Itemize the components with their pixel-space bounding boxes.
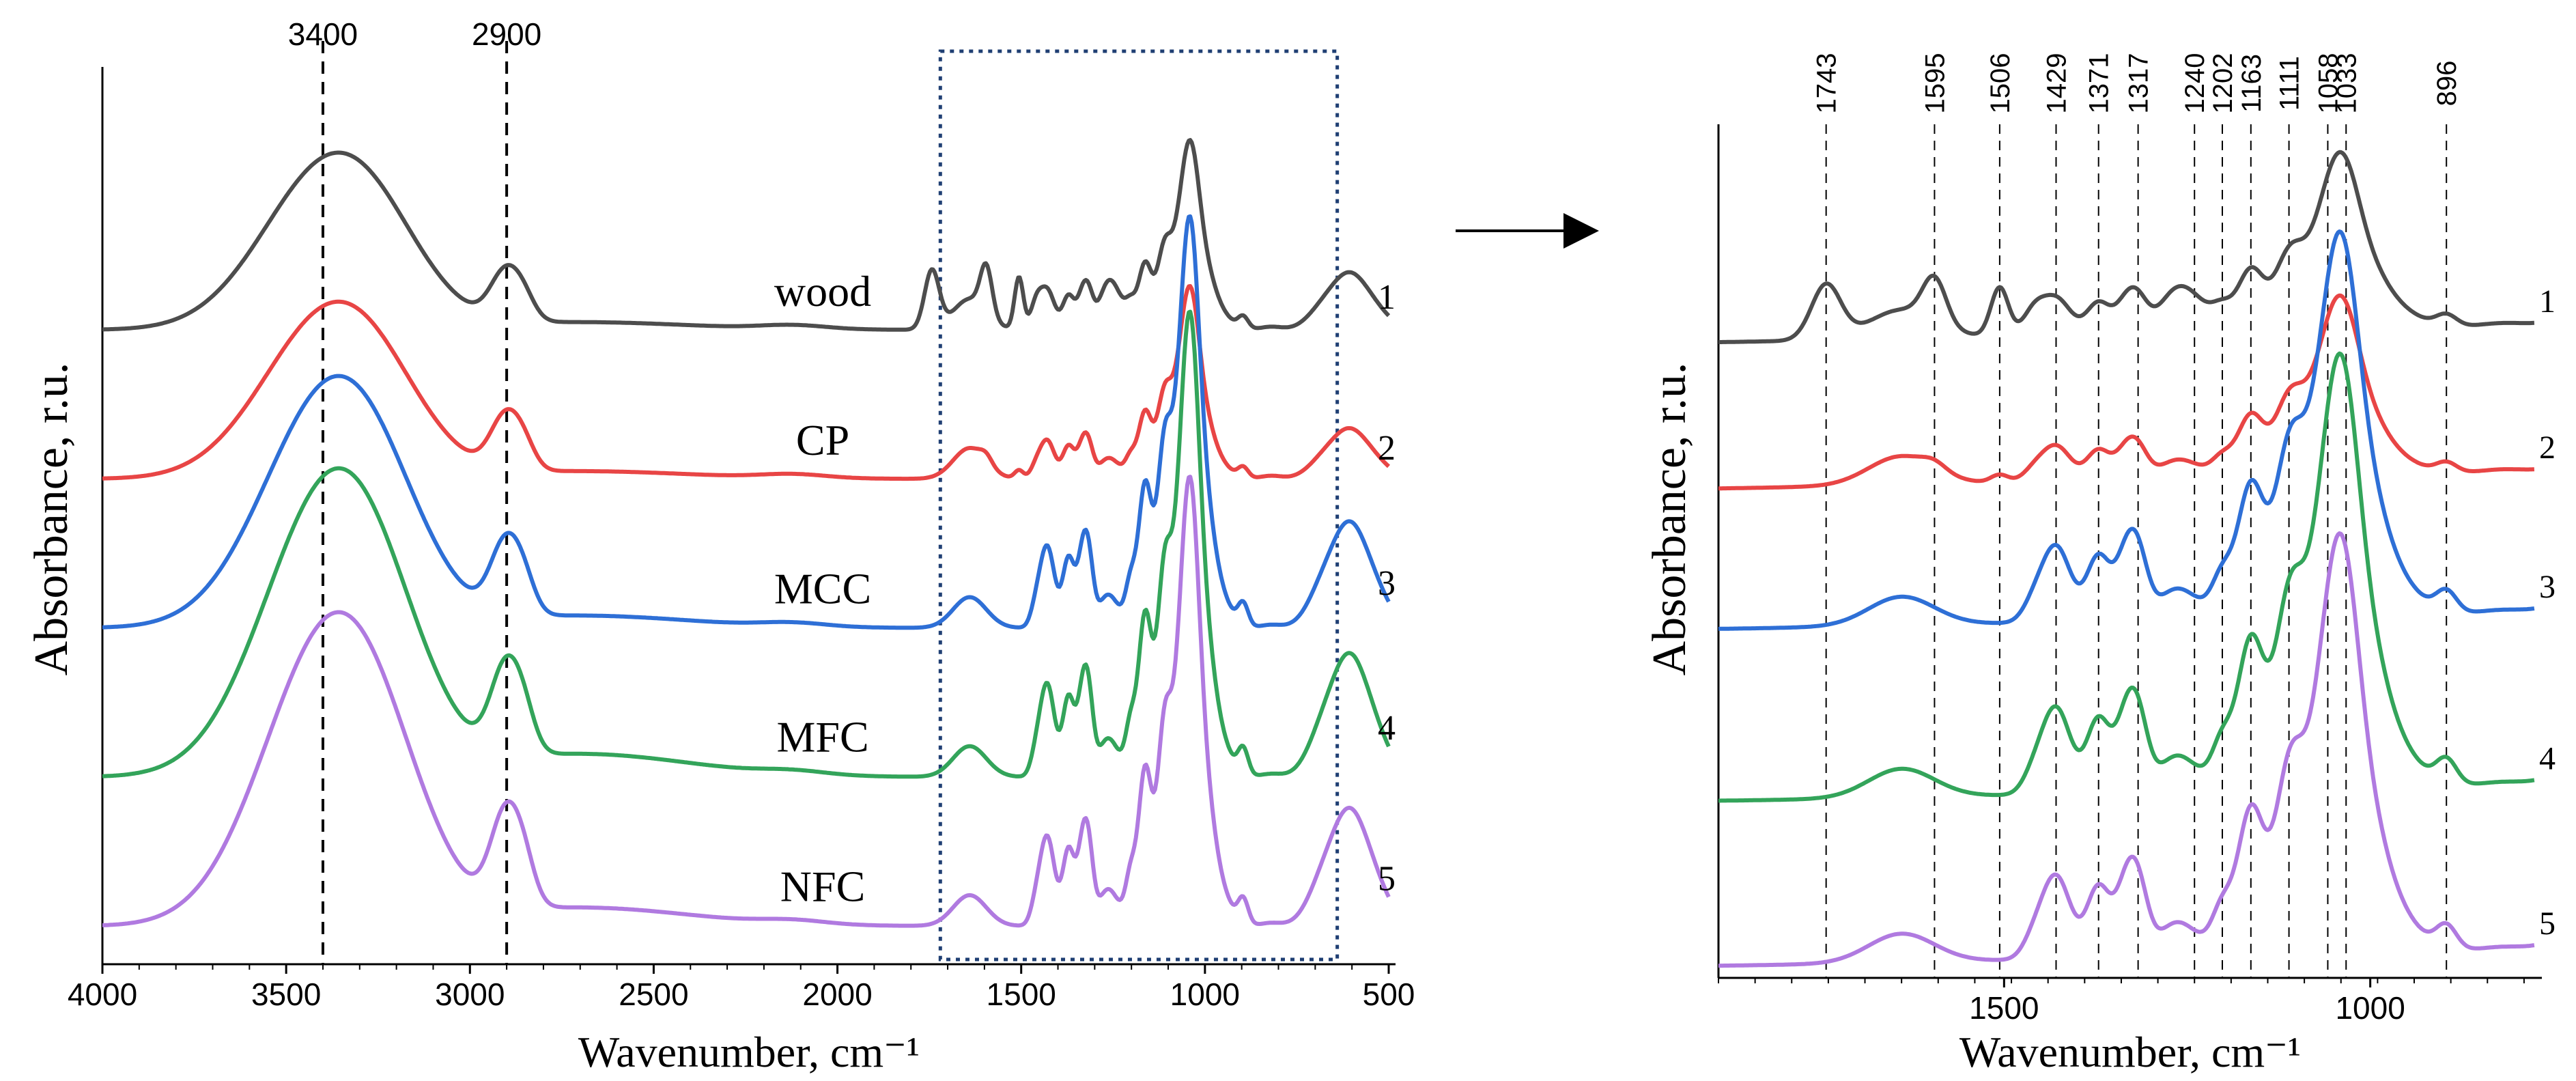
right-y-axis-title: Absorbance, r.u. [1643,363,1696,676]
peak-label: 1033 [2332,53,2362,114]
series-number-label: 2 [1378,429,1396,468]
zoom-arrow [1456,213,1599,249]
series-number-label: 2 [2539,430,2556,466]
spectrum-line-5 [1718,531,2535,968]
spectrum-line-2 [102,284,1391,481]
zoom-region-box [938,49,1340,961]
peak-label: 1743 [1812,53,1842,114]
series-number-label: 3 [1378,564,1396,603]
series-name-label: NFC [780,862,866,910]
x-tick-label: 1500 [1969,990,2039,1026]
spectrum-line-3 [102,214,1391,630]
spectrum-line-1 [102,138,1391,332]
spectrum-line-4 [1718,351,2535,803]
left-y-axis-title: Absorbance, r.u. [25,363,78,676]
peak-label: 1506 [1985,53,2015,114]
x-tick-label: 4000 [68,977,137,1012]
spectrum-line-3 [1718,229,2535,631]
series-number-label: 1 [1378,278,1396,317]
peak-label: 1240 [2180,53,2210,114]
series-number-label: 3 [2539,569,2556,605]
peak-label: 1202 [2208,53,2238,114]
x-tick-label: 1000 [1170,977,1240,1012]
peak-label: 1163 [2237,54,2267,113]
spectrum-line-5 [102,475,1391,928]
full-spectrum-panel: 4000 3500 3000 2500 2000 1500 1000 500 3400 2900… [25,16,1415,1076]
x-tick-label: 500 [1363,977,1415,1012]
arrow-head-icon [1563,213,1599,249]
x-tick-label: 3500 [251,977,321,1012]
peak-label: 1317 [2124,53,2154,114]
peak-label: 1429 [2041,53,2071,114]
series-number-label: 4 [1378,709,1396,748]
peak-label: 1595 [1920,53,1950,114]
peak-label: 896 [2432,61,2462,107]
series-name-label: MCC [774,565,871,613]
right-x-axis-title: Wavenumber, cm⁻¹ [1959,1028,2301,1076]
peak-label: 1111 [2275,56,2305,111]
fingerprint-zoom-panel: 1500 1000 1743 1595 1506 1429 1371 1317 1240120… [1643,53,2556,1076]
peak-label: 1058 [2313,53,2343,114]
spectrum-line-1 [1718,150,2535,344]
x-tick-label: 2500 [619,977,688,1012]
series-number-label: 5 [2539,905,2556,942]
spectrum-line-2 [1718,293,2535,491]
left-x-axis-title: Wavenumber, cm⁻¹ [578,1028,920,1076]
peak-label: 1371 [2084,53,2114,114]
x-tick-label: 1500 [987,977,1056,1012]
spectrum-line-4 [102,309,1391,779]
x-tick-label: 3000 [435,977,505,1012]
x-tick-label: 1000 [2335,990,2405,1026]
series-name-label: MFC [776,712,868,761]
x-tick-label: 2000 [802,977,872,1012]
series-name-label: CP [796,416,849,464]
peak-label: 2900 [472,16,541,52]
series-number-label: 4 [2539,740,2556,776]
series-number-label: 1 [2539,283,2556,320]
series-number-label: 5 [1378,859,1396,898]
peak-label: 3400 [288,16,358,52]
series-name-label: wood [774,267,871,315]
